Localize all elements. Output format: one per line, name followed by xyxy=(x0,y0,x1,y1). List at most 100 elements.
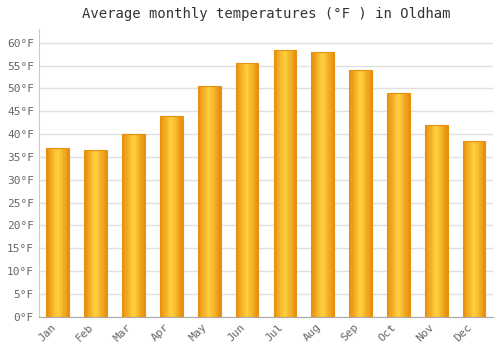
Bar xyxy=(276,50,277,317)
Bar xyxy=(295,50,296,317)
Bar xyxy=(59,148,60,317)
Bar xyxy=(218,86,220,317)
Bar xyxy=(90,150,91,317)
Bar xyxy=(466,141,468,317)
Bar xyxy=(364,70,365,317)
Bar xyxy=(122,134,123,317)
Bar xyxy=(408,93,410,317)
Bar xyxy=(278,50,279,317)
Bar xyxy=(330,52,332,317)
Bar xyxy=(432,125,433,317)
Bar xyxy=(463,141,464,317)
Bar xyxy=(144,134,145,317)
Bar xyxy=(166,116,167,317)
Bar xyxy=(128,134,129,317)
Bar xyxy=(324,52,325,317)
Bar xyxy=(317,52,318,317)
Bar xyxy=(204,86,206,317)
Bar xyxy=(94,150,96,317)
Bar xyxy=(58,148,59,317)
Bar xyxy=(202,86,203,317)
Bar xyxy=(123,134,124,317)
Bar xyxy=(238,63,239,317)
Bar xyxy=(325,52,326,317)
Bar xyxy=(237,63,238,317)
Bar xyxy=(130,134,131,317)
Bar xyxy=(481,141,482,317)
Bar xyxy=(387,93,388,317)
Bar xyxy=(102,150,104,317)
Bar xyxy=(438,125,440,317)
Bar xyxy=(357,70,358,317)
Bar xyxy=(169,116,170,317)
Bar xyxy=(104,150,106,317)
Bar xyxy=(250,63,252,317)
Bar xyxy=(61,148,62,317)
Bar xyxy=(394,93,395,317)
Bar xyxy=(440,125,441,317)
Bar xyxy=(236,63,258,317)
Bar xyxy=(392,93,394,317)
Bar xyxy=(350,70,352,317)
Bar xyxy=(136,134,137,317)
Bar xyxy=(179,116,180,317)
Bar xyxy=(254,63,255,317)
Bar xyxy=(176,116,177,317)
Bar xyxy=(247,63,248,317)
Bar xyxy=(434,125,435,317)
Bar xyxy=(274,50,276,317)
Bar xyxy=(67,148,68,317)
Bar xyxy=(474,141,476,317)
Bar xyxy=(162,116,164,317)
Bar xyxy=(328,52,330,317)
Bar xyxy=(468,141,469,317)
Bar xyxy=(207,86,208,317)
Bar xyxy=(100,150,102,317)
Bar xyxy=(484,141,486,317)
Bar xyxy=(483,141,484,317)
Bar xyxy=(172,116,174,317)
Bar xyxy=(285,50,286,317)
Title: Average monthly temperatures (°F ) in Oldham: Average monthly temperatures (°F ) in Ol… xyxy=(82,7,450,21)
Bar xyxy=(274,50,296,317)
Bar xyxy=(476,141,478,317)
Bar xyxy=(436,125,438,317)
Bar xyxy=(403,93,404,317)
Bar xyxy=(255,63,256,317)
Bar xyxy=(131,134,132,317)
Bar xyxy=(478,141,480,317)
Bar xyxy=(138,134,139,317)
Bar xyxy=(360,70,362,317)
Bar xyxy=(199,86,200,317)
Bar xyxy=(99,150,100,317)
Bar xyxy=(160,116,161,317)
Bar xyxy=(98,150,99,317)
Bar xyxy=(142,134,144,317)
Bar xyxy=(242,63,244,317)
Bar xyxy=(366,70,368,317)
Bar xyxy=(240,63,242,317)
Bar xyxy=(370,70,371,317)
Bar xyxy=(214,86,215,317)
Bar xyxy=(396,93,398,317)
Bar xyxy=(206,86,207,317)
Bar xyxy=(167,116,168,317)
Bar xyxy=(284,50,285,317)
Bar xyxy=(365,70,366,317)
Bar xyxy=(480,141,481,317)
Bar xyxy=(198,86,220,317)
Bar xyxy=(280,50,281,317)
Bar xyxy=(356,70,357,317)
Bar xyxy=(354,70,355,317)
Bar xyxy=(446,125,448,317)
Bar xyxy=(170,116,172,317)
Bar xyxy=(318,52,320,317)
Bar xyxy=(472,141,473,317)
Bar xyxy=(132,134,134,317)
Bar xyxy=(208,86,209,317)
Bar xyxy=(314,52,315,317)
Bar xyxy=(312,52,314,317)
Bar xyxy=(482,141,483,317)
Bar xyxy=(404,93,405,317)
Bar xyxy=(126,134,128,317)
